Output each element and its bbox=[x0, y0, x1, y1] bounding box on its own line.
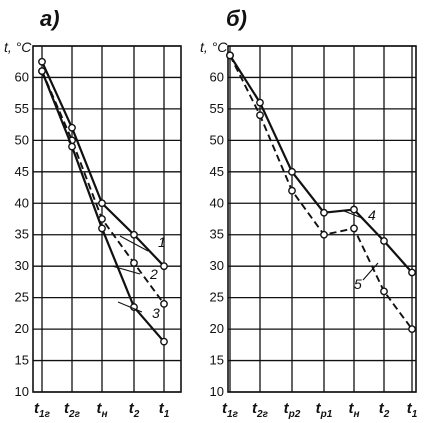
panel-a-xtick-label: t2 bbox=[129, 400, 140, 420]
panel-a-ytick-label: 60 bbox=[15, 69, 29, 84]
panel-b-ytick-label: 55 bbox=[210, 101, 224, 116]
panel-b-xtick-label: t2 bbox=[379, 400, 390, 420]
panel-b-series-4-point bbox=[380, 237, 388, 245]
panel-a-series-3-point bbox=[68, 142, 76, 151]
panel-a-series-1-point bbox=[98, 199, 106, 208]
panel-b-series-4-point bbox=[350, 205, 358, 214]
panel-a-annotation-label: 2 bbox=[149, 266, 158, 282]
panel-a-ytick-label: 55 bbox=[15, 101, 29, 116]
panel-b-series-5-point bbox=[408, 325, 416, 333]
panel-b-label: б) bbox=[226, 6, 247, 31]
panel-a-x-ticks: t1г t2г tн t2 t1 bbox=[34, 400, 170, 420]
panel-b-xtick-label: tр2 bbox=[284, 400, 301, 420]
panel-b-series-5-point bbox=[226, 51, 234, 60]
panel-a-annotation-leader bbox=[111, 265, 141, 275]
panel-a-series-3-point bbox=[98, 224, 106, 233]
panel-b-ytick-label: 10 bbox=[210, 384, 224, 399]
panel-b-xtick-label: t2г bbox=[252, 400, 269, 420]
panel-a-frame bbox=[32, 45, 182, 393]
panel-b-x-ticks: t1г t2г tр2 tр1 tн t2 t1 bbox=[222, 400, 418, 420]
panel-a-ytick-label: 30 bbox=[15, 258, 29, 273]
panel-b-ytick-label: 35 bbox=[210, 227, 224, 242]
panel-b-xtick-label: tн bbox=[348, 400, 359, 420]
panel-a-series-1-point bbox=[68, 123, 76, 132]
panel-a-ytick-label: 50 bbox=[15, 132, 29, 147]
panel-a-xtick-label: t2г bbox=[64, 400, 81, 420]
panel-a-ytick-label: 35 bbox=[15, 227, 29, 242]
panel-b-y-axis-title: t, °C bbox=[200, 39, 228, 55]
panel-b-ytick-label: 20 bbox=[210, 321, 224, 336]
panel-b-xtick-label: tр1 bbox=[316, 400, 333, 420]
panel-b-series-5-point bbox=[256, 111, 264, 120]
panel-b-series-5-point bbox=[320, 230, 328, 239]
panel-b-ytick-label: 15 bbox=[210, 353, 224, 368]
panel-a-series bbox=[38, 57, 168, 346]
panel-b-ytick-label: 50 bbox=[210, 132, 224, 147]
panel-b-ytick-label: 30 bbox=[210, 258, 224, 273]
panel-a-series-1-line bbox=[40, 61, 165, 267]
panel-b-annotation-label: 5 bbox=[354, 276, 362, 292]
panel-a-ytick-label: 20 bbox=[15, 321, 29, 336]
panel-a-ytick-label: 40 bbox=[15, 195, 29, 210]
panel-a-xtick-label: tн bbox=[96, 400, 107, 420]
panel-a-ytick-label: 15 bbox=[15, 353, 29, 368]
panel-a-xtick-label: t1г bbox=[34, 400, 51, 420]
panel-a-y-ticks: 10 15 20 25 30 35 40 45 50 55 60 bbox=[15, 69, 29, 399]
panel-a-label: а) bbox=[40, 6, 60, 31]
panel-a: а) t, °C 10 15 20 25 30 35 40 45 50 55 60 t1г t2г tн… bbox=[4, 6, 182, 420]
panel-b-series-5-point bbox=[380, 287, 388, 296]
panel-a-annotation-label: 1 bbox=[158, 234, 166, 250]
panel-a-ytick-label: 10 bbox=[15, 384, 29, 399]
panel-a-series-1-point bbox=[160, 262, 168, 271]
panel-b-y-ticks: 10 15 20 25 30 35 40 45 50 55 60 bbox=[210, 69, 224, 399]
panel-b-ytick-label: 40 bbox=[210, 195, 224, 210]
panel-b-annotation-leader bbox=[362, 262, 379, 281]
panel-a-annotations: 12 3 bbox=[111, 234, 166, 321]
panel-a-xtick-label: t1 bbox=[159, 400, 170, 420]
panel-a-series-1-point bbox=[38, 57, 46, 66]
panel-b-series-4-point bbox=[256, 98, 264, 107]
panel-a-ytick-label: 45 bbox=[15, 164, 29, 179]
panel-b-series-4-point bbox=[288, 167, 296, 176]
panel-b-series-5-point bbox=[350, 224, 358, 233]
panel-a-series-3-point bbox=[160, 337, 168, 346]
panel-a-series-3-point bbox=[38, 67, 46, 76]
panel-b-ytick-label: 60 bbox=[210, 69, 224, 84]
panel-a-annotation-leader bbox=[119, 235, 149, 252]
panel-a-annotation-label: 3 bbox=[152, 305, 160, 321]
panel-a-series-2-point bbox=[130, 259, 138, 267]
panel-a-grid bbox=[32, 45, 182, 393]
panel-b-xtick-label: t1 bbox=[407, 400, 418, 420]
panel-b-xtick-label: t1г bbox=[222, 400, 239, 420]
panel-b-annotation-leader bbox=[343, 210, 363, 219]
panel-a-y-axis-title: t, °C bbox=[4, 39, 32, 55]
panel-b-ytick-label: 25 bbox=[210, 290, 224, 305]
panel-b-series-4-point bbox=[320, 208, 328, 217]
panel-b-annotations: 45 bbox=[343, 207, 379, 292]
panel-a-series-1-point bbox=[130, 230, 138, 239]
panel-b-series-5-point bbox=[288, 186, 296, 195]
panel-b-ytick-label: 45 bbox=[210, 164, 224, 179]
panel-a-series-2-line bbox=[41, 70, 165, 305]
panel-a-ytick-label: 25 bbox=[15, 290, 29, 305]
panel-b-series-4-point bbox=[408, 268, 416, 277]
panel-a-annotation-leader bbox=[117, 301, 143, 313]
panel-b-annotation-label: 4 bbox=[368, 207, 376, 223]
panel-b-series bbox=[226, 51, 416, 333]
panel-a-series-2-point bbox=[160, 300, 168, 308]
